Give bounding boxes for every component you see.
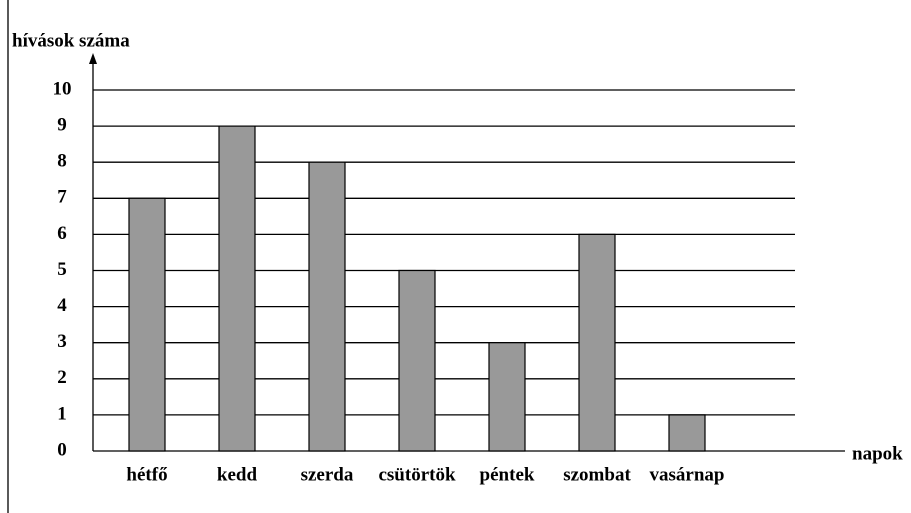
y-tick-label: 7 bbox=[57, 187, 67, 208]
y-tick-label: 4 bbox=[57, 295, 67, 316]
y-tick-label: 9 bbox=[57, 114, 67, 135]
y-tick-label: 3 bbox=[57, 331, 67, 352]
x-tick-label: szombat bbox=[563, 464, 631, 485]
x-tick-label: vasárnap bbox=[650, 464, 725, 485]
x-tick-label: csütörtök bbox=[378, 464, 455, 485]
y-axis-label: hívások száma bbox=[12, 30, 130, 51]
y-tick-label: 5 bbox=[57, 259, 67, 280]
y-axis-arrow bbox=[89, 53, 97, 64]
bar bbox=[308, 161, 346, 452]
x-tick-label: hétfő bbox=[126, 464, 167, 485]
y-tick-label: 0 bbox=[57, 439, 67, 460]
x-tick-label: szerda bbox=[301, 464, 354, 485]
bar bbox=[488, 342, 526, 452]
x-tick-label: kedd bbox=[217, 464, 258, 485]
x-axis-label: napok bbox=[852, 443, 903, 464]
bar bbox=[578, 233, 616, 452]
x-tick-label: péntek bbox=[480, 464, 535, 485]
y-tick-label: 10 bbox=[53, 78, 72, 99]
bar bbox=[398, 269, 436, 452]
y-tick-label: 2 bbox=[57, 367, 67, 388]
y-tick-label: 6 bbox=[57, 223, 67, 244]
bar bbox=[218, 125, 256, 452]
y-tick-label: 1 bbox=[57, 403, 67, 424]
bar bbox=[128, 197, 166, 452]
bar bbox=[668, 414, 706, 452]
y-tick-label: 8 bbox=[57, 151, 67, 172]
